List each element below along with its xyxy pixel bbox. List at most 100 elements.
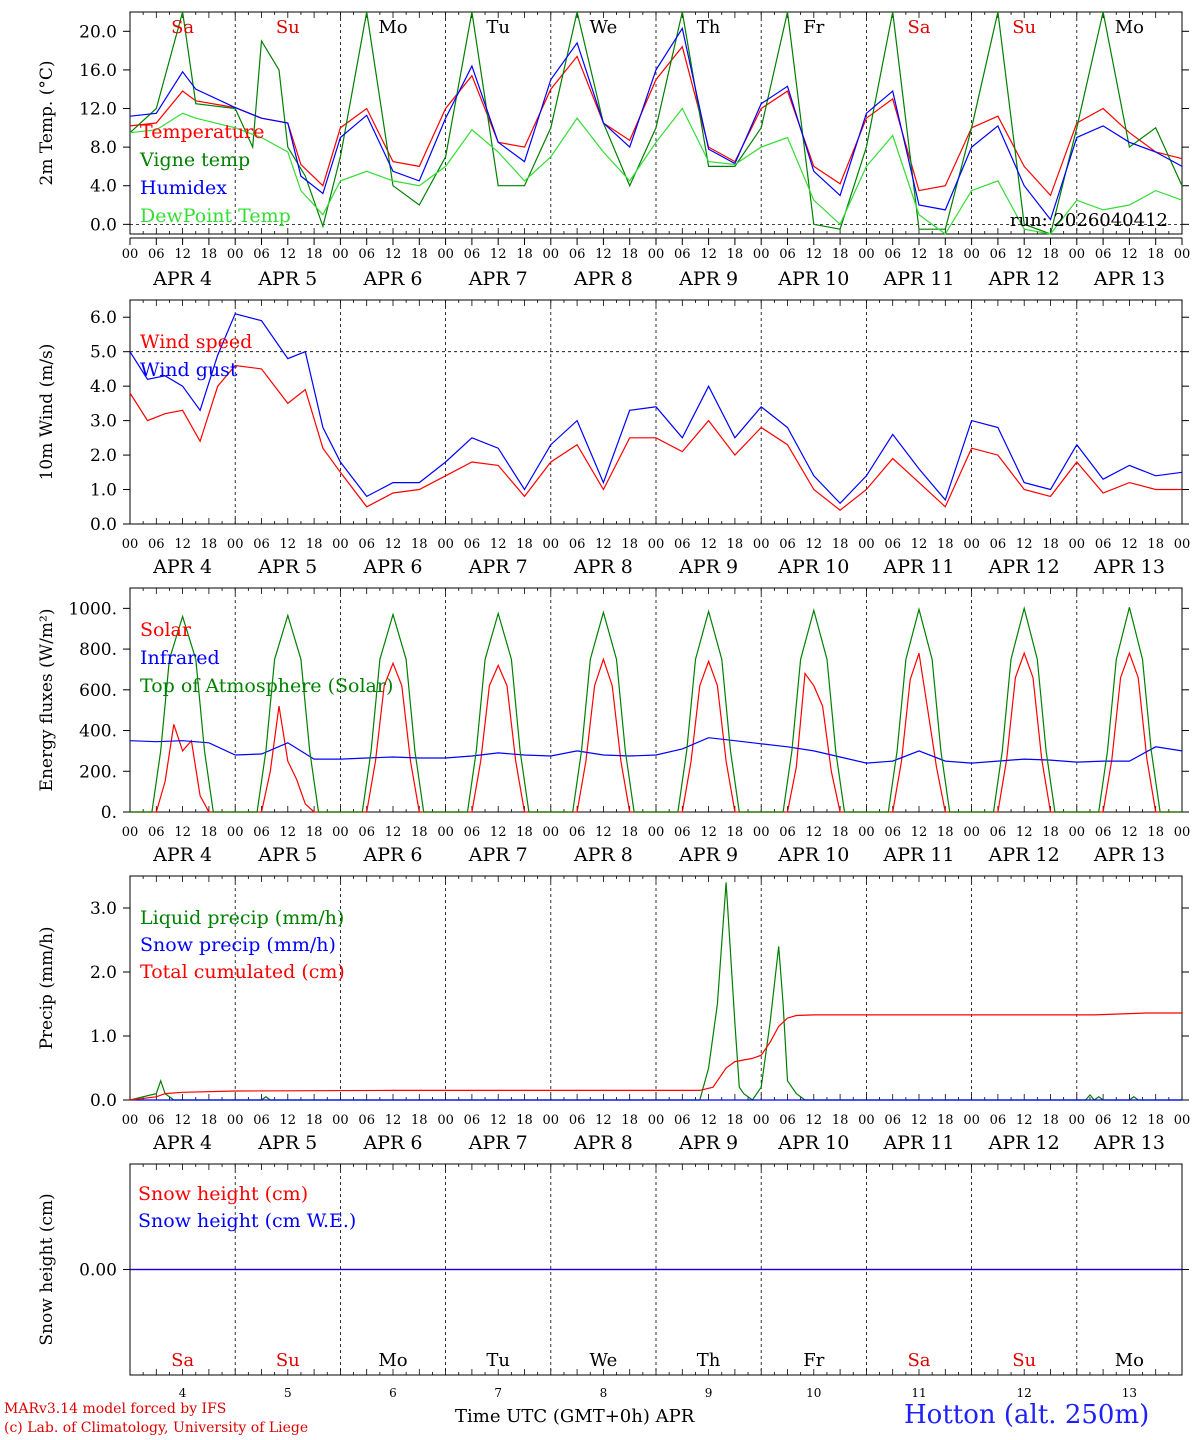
legend-entry: Liquid precip (mm/h) xyxy=(140,907,344,929)
hour-tick-label: 12 xyxy=(174,537,191,552)
hour-tick-label: 18 xyxy=(937,825,954,840)
day-label: APR 6 xyxy=(363,268,423,290)
hour-tick-label: 12 xyxy=(280,247,297,262)
y-tick-label: 3.0 xyxy=(90,412,117,432)
hour-tick-label: 00 xyxy=(753,537,770,552)
hour-tick-label: 18 xyxy=(1042,247,1059,262)
hour-tick-label: 00 xyxy=(1069,537,1086,552)
hour-tick-label: 06 xyxy=(1095,537,1112,552)
hour-tick-label: 18 xyxy=(832,537,849,552)
day-number-label: 12 xyxy=(1017,1386,1032,1400)
hour-tick-label: 06 xyxy=(464,537,481,552)
hour-tick-label: 12 xyxy=(595,825,612,840)
day-number-label: 8 xyxy=(600,1386,608,1400)
weekday-label: Sa xyxy=(171,1350,194,1371)
hour-tick-label: 12 xyxy=(1121,825,1138,840)
hour-tick-label: 06 xyxy=(358,537,375,552)
day-number-label: 9 xyxy=(705,1386,713,1400)
legend-entry: Wind gust xyxy=(140,359,238,381)
series-line xyxy=(129,26,1183,221)
y-tick-label: 0.00 xyxy=(79,1261,117,1281)
legend-entry: Snow height (cm W.E.) xyxy=(138,1210,356,1232)
hour-tick-label: 00 xyxy=(858,247,875,262)
hour-tick-label: 06 xyxy=(253,537,270,552)
hour-tick-label: 12 xyxy=(911,1113,928,1128)
y-axis-label: 2m Temp. (°C) xyxy=(37,60,57,185)
y-axis-label: Snow height (cm) xyxy=(37,1193,57,1345)
day-label: APR 5 xyxy=(257,556,317,578)
hour-tick-label: 06 xyxy=(779,537,796,552)
hour-tick-label: 18 xyxy=(411,825,428,840)
hour-tick-label: 00 xyxy=(227,247,244,262)
hour-tick-label: 18 xyxy=(201,247,218,262)
x-axis-title-text: Time UTC (GMT+0h) xyxy=(455,1406,650,1427)
weekday-label: Sa xyxy=(907,17,930,38)
hour-tick-label: 06 xyxy=(674,825,691,840)
hour-tick-label: 00 xyxy=(227,537,244,552)
y-tick-label: 3.0 xyxy=(90,899,117,919)
hour-tick-label: 18 xyxy=(1147,537,1164,552)
hour-tick-label: 12 xyxy=(490,1113,507,1128)
hour-tick-label: 06 xyxy=(148,825,165,840)
y-tick-label: 8.0 xyxy=(90,138,117,158)
hour-tick-label: 00 xyxy=(648,537,665,552)
weekday-label: Su xyxy=(276,1350,300,1371)
hour-tick-label: 18 xyxy=(621,825,638,840)
hour-tick-label: 00 xyxy=(648,1113,665,1128)
weekday-label: We xyxy=(590,17,618,38)
hour-tick-label: 12 xyxy=(700,537,717,552)
hour-tick-label: 12 xyxy=(1016,537,1033,552)
day-label: APR 4 xyxy=(152,268,212,290)
y-tick-label: 0.0 xyxy=(90,515,117,535)
day-label: APR 8 xyxy=(573,556,633,578)
day-label: APR 11 xyxy=(882,556,954,578)
hour-tick-label: 06 xyxy=(674,1113,691,1128)
day-label: APR 7 xyxy=(468,268,528,290)
hour-tick-label: 12 xyxy=(385,825,402,840)
hour-tick-label: 18 xyxy=(832,825,849,840)
hour-tick-label: 18 xyxy=(306,1113,323,1128)
weekday-label: Fr xyxy=(803,1350,824,1371)
plot-frame xyxy=(129,587,1183,813)
y-tick-label: 6.0 xyxy=(90,308,117,328)
hour-tick-label: 12 xyxy=(911,537,928,552)
day-label: APR 13 xyxy=(1093,844,1165,866)
hour-tick-label: 12 xyxy=(174,247,191,262)
y-tick-label: 0. xyxy=(101,803,117,823)
day-label: APR 13 xyxy=(1093,268,1165,290)
hour-tick-label: 00 xyxy=(963,1113,980,1128)
hour-tick-label: 18 xyxy=(411,247,428,262)
hour-tick-label: 00 xyxy=(1069,1113,1086,1128)
y-tick-label: 1.0 xyxy=(90,1027,117,1047)
hour-tick-label: 18 xyxy=(1042,825,1059,840)
hour-tick-label: 18 xyxy=(832,247,849,262)
hour-tick-label: 12 xyxy=(385,1113,402,1128)
hour-tick-label: 12 xyxy=(700,247,717,262)
hour-tick-label: 00 xyxy=(122,825,139,840)
legend-entry: Infrared xyxy=(140,647,220,669)
weekday-label: Mo xyxy=(1115,17,1144,38)
weekday-label: Su xyxy=(276,17,300,38)
hour-tick-label: 06 xyxy=(569,825,586,840)
hour-tick-label: 00 xyxy=(858,537,875,552)
hour-tick-label: 00 xyxy=(963,247,980,262)
y-axis-label: Precip (mm/h) xyxy=(37,926,57,1049)
hour-tick-label: 00 xyxy=(648,825,665,840)
day-number-label: 5 xyxy=(284,1386,292,1400)
hour-tick-label: 18 xyxy=(411,1113,428,1128)
hour-tick-label: 06 xyxy=(253,825,270,840)
hour-tick-label: 00 xyxy=(437,825,454,840)
x-axis-title: Time UTC (GMT+0h) APR xyxy=(455,1406,694,1427)
legend-entry: Snow precip (mm/h) xyxy=(140,934,336,956)
series-line xyxy=(129,737,1183,764)
hour-tick-label: 18 xyxy=(516,1113,533,1128)
hour-tick-label: 18 xyxy=(1147,1113,1164,1128)
hour-tick-label: 00 xyxy=(753,825,770,840)
legend-entry: Solar xyxy=(140,619,192,641)
hour-tick-label: 00 xyxy=(858,825,875,840)
hour-tick-label: 12 xyxy=(806,1113,823,1128)
day-label: APR 7 xyxy=(468,1132,528,1154)
day-label: APR 11 xyxy=(882,268,954,290)
hour-tick-label: 18 xyxy=(727,537,744,552)
hour-tick-label: 18 xyxy=(621,537,638,552)
